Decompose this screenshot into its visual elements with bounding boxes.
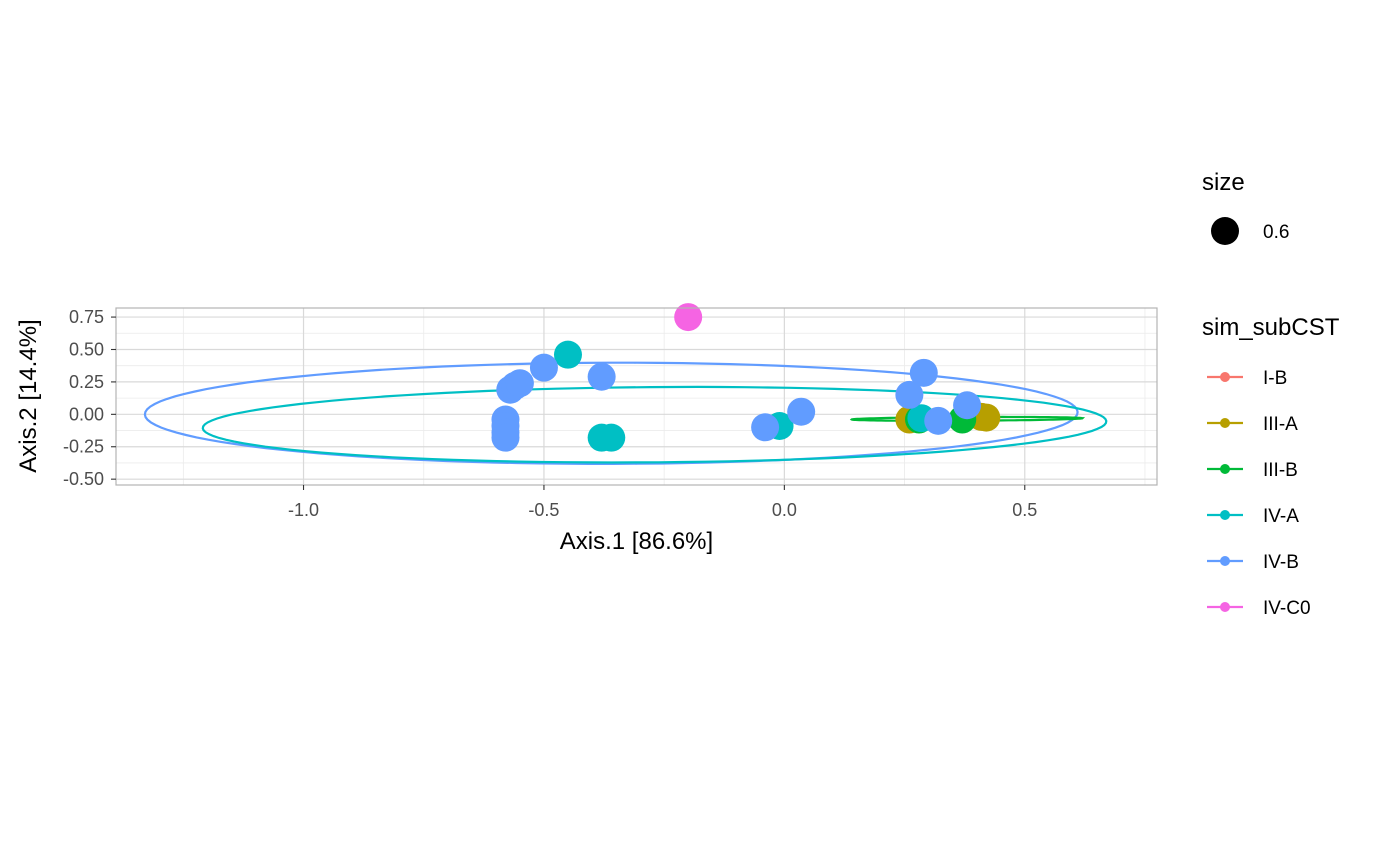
color-legend: sim_subCST I-B III-A III-B IV-A IV-B IV-C0 bbox=[1202, 314, 1340, 619]
legend-label-III-B: III-B bbox=[1263, 460, 1298, 481]
point-IV-B bbox=[505, 369, 534, 398]
color-legend-title: sim_subCST bbox=[1202, 314, 1340, 341]
y-tick-label: -0.50 bbox=[63, 469, 104, 489]
legend-key-dot-IV-C0 bbox=[1220, 602, 1230, 612]
panel-border bbox=[115, 307, 1158, 486]
size-legend-key bbox=[1211, 217, 1239, 245]
legend-key-dot-III-A bbox=[1220, 418, 1230, 428]
point-IV-C0 bbox=[674, 303, 703, 332]
size-legend: size 0.6 bbox=[1202, 169, 1289, 245]
legend-label-I-B: I-B bbox=[1263, 368, 1287, 389]
panel-background bbox=[116, 308, 1157, 485]
x-axis-ticks: -1.0 -0.5 0.0 0.5 bbox=[288, 485, 1037, 520]
point-IV-B bbox=[587, 362, 616, 391]
x-axis-title: Axis.1 [86.6%] bbox=[560, 528, 713, 555]
y-axis-title: Axis.2 [14.4%] bbox=[15, 319, 42, 472]
point-IV-B bbox=[491, 423, 520, 452]
y-axis-ticks: -0.50 -0.25 0.00 0.25 0.50 0.75 bbox=[63, 307, 116, 489]
legend-key-dot-III-B bbox=[1220, 464, 1230, 474]
point-IV-A bbox=[553, 340, 582, 369]
point-IV-A bbox=[597, 423, 626, 452]
legend-key-dot-IV-B bbox=[1220, 556, 1230, 566]
size-legend-title: size bbox=[1202, 169, 1245, 196]
point-IV-B bbox=[529, 353, 558, 382]
y-tick-label: 0.25 bbox=[69, 372, 104, 392]
legend-label-IV-C0: IV-C0 bbox=[1263, 598, 1311, 619]
legend-label-III-A: III-A bbox=[1263, 414, 1298, 435]
ellipse-III-B bbox=[849, 415, 1086, 422]
point-IV-B bbox=[787, 397, 816, 426]
point-IV-B bbox=[924, 406, 953, 435]
legend-label-IV-B: IV-B bbox=[1263, 552, 1299, 573]
y-tick-label: 0.75 bbox=[69, 307, 104, 327]
y-tick-label: 0.00 bbox=[69, 404, 104, 424]
confidence-ellipses bbox=[143, 361, 1108, 465]
legend-key-dot-IV-A bbox=[1220, 510, 1230, 520]
y-tick-label: 0.50 bbox=[69, 339, 104, 359]
ellipse-IV-A bbox=[201, 385, 1108, 464]
x-tick-label: -1.0 bbox=[288, 500, 319, 520]
point-IV-B bbox=[895, 380, 924, 409]
x-tick-label: 0.0 bbox=[772, 500, 797, 520]
size-legend-label: 0.6 bbox=[1263, 222, 1289, 243]
y-tick-label: -0.25 bbox=[63, 437, 104, 457]
major-gridlines bbox=[116, 308, 1157, 485]
x-tick-label: 0.5 bbox=[1012, 500, 1037, 520]
legend-label-IV-A: IV-A bbox=[1263, 506, 1299, 527]
point-IV-B bbox=[909, 358, 938, 387]
data-points bbox=[491, 303, 1001, 452]
legend-key-dot-I-B bbox=[1220, 372, 1230, 382]
point-IV-B bbox=[751, 413, 780, 442]
x-tick-label: -0.5 bbox=[528, 500, 559, 520]
point-IV-B bbox=[953, 391, 982, 420]
